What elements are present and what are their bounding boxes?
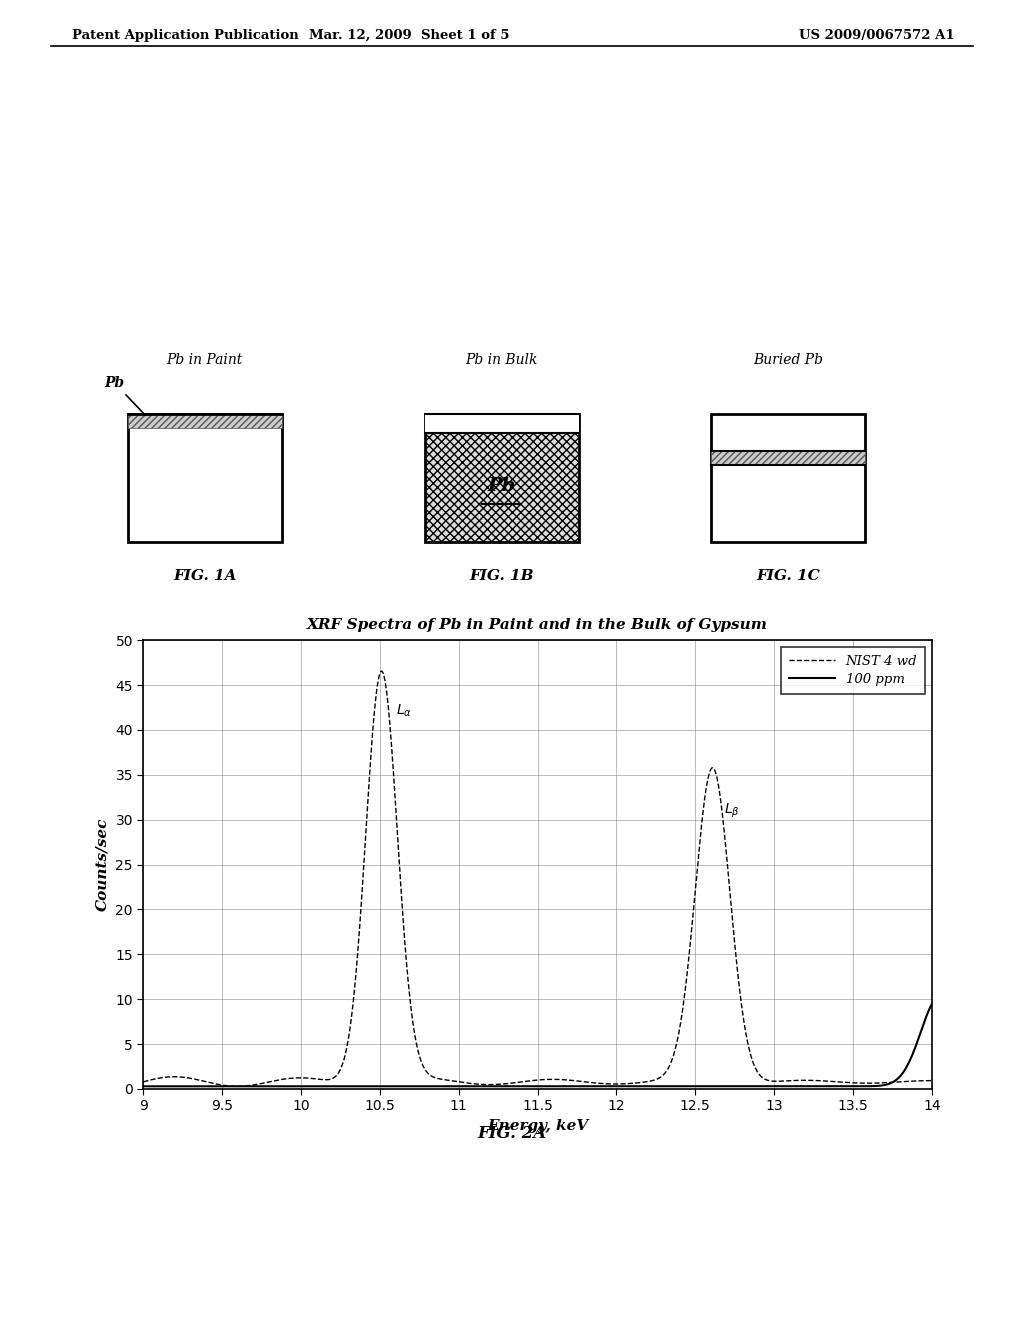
- Y-axis label: Counts/sec: Counts/sec: [96, 818, 110, 911]
- 100 ppm: [274, 1078, 287, 1094]
- Text: $L_\beta$: $L_\beta$: [724, 801, 739, 820]
- Bar: [712, 414, 865, 543]
- 100 ppm: [825, 1078, 838, 1094]
- Text: Buried Pb: Buried Pb: [754, 354, 823, 367]
- 100 ppm: [227, 1078, 240, 1094]
- Text: Pb in Bulk: Pb in Bulk: [466, 354, 538, 367]
- Text: FIG. 2A: FIG. 2A: [477, 1125, 547, 1142]
- Text: Pb: Pb: [104, 376, 145, 416]
- Line: 100 ppm: 100 ppm: [143, 1005, 932, 1086]
- NIST 4 wd: [376, 663, 388, 678]
- 100 ppm: [910, 1036, 923, 1052]
- NIST 4 wd: [231, 1078, 244, 1094]
- NIST 4 wd: [825, 1073, 838, 1089]
- 100 ppm: [137, 1078, 150, 1094]
- Text: Pb: Pb: [487, 477, 516, 495]
- NIST 4 wd: [137, 1074, 150, 1090]
- Text: FIG. 1A: FIG. 1A: [173, 569, 237, 583]
- NIST 4 wd: [274, 1072, 287, 1088]
- Text: $L_\alpha$: $L_\alpha$: [395, 704, 412, 719]
- 100 ppm: [474, 1078, 486, 1094]
- Text: Patent Application Publication: Patent Application Publication: [72, 29, 298, 42]
- NIST 4 wd: [440, 1072, 453, 1088]
- Legend: NIST 4 wd, 100 ppm: NIST 4 wd, 100 ppm: [781, 647, 926, 694]
- Bar: [128, 414, 282, 543]
- Bar: [425, 414, 579, 433]
- NIST 4 wd: [926, 1073, 938, 1089]
- Bar: [128, 414, 282, 428]
- Bar: [712, 451, 865, 465]
- Text: FIG. 1C: FIG. 1C: [757, 569, 820, 583]
- X-axis label: Energy, keV: Energy, keV: [487, 1119, 588, 1133]
- NIST 4 wd: [474, 1076, 486, 1092]
- 100 ppm: [439, 1078, 452, 1094]
- Text: Mar. 12, 2009  Sheet 1 of 5: Mar. 12, 2009 Sheet 1 of 5: [309, 29, 510, 42]
- Text: Pb in Paint: Pb in Paint: [167, 354, 243, 367]
- Text: US 2009/0067572 A1: US 2009/0067572 A1: [799, 29, 954, 42]
- Title: XRF Spectra of Pb in Paint and in the Bulk of Gypsum: XRF Spectra of Pb in Paint and in the Bu…: [307, 618, 768, 632]
- Bar: [425, 414, 579, 543]
- Line: NIST 4 wd: NIST 4 wd: [143, 671, 932, 1086]
- 100 ppm: [926, 997, 938, 1012]
- NIST 4 wd: [910, 1073, 923, 1089]
- Text: FIG. 1B: FIG. 1B: [470, 569, 534, 583]
- NIST 4 wd: [227, 1078, 240, 1094]
